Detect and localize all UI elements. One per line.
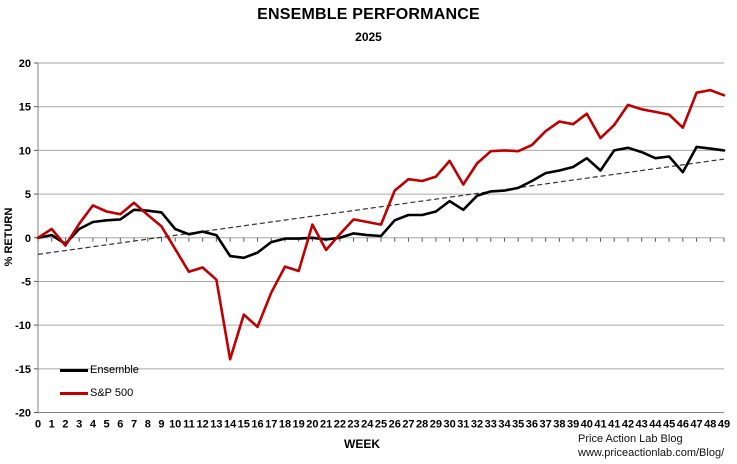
- x-tick-label: 21: [320, 419, 332, 431]
- x-tick-label: 1: [49, 419, 55, 431]
- x-tick-label: 46: [677, 419, 689, 431]
- x-tick-label: 29: [430, 419, 442, 431]
- trend-line: [37, 158, 725, 255]
- x-tick-label: 24: [361, 419, 374, 431]
- y-tick-label: -15: [15, 364, 31, 376]
- x-tick-label: 22: [334, 419, 346, 431]
- chart-title: ENSEMBLE PERFORMANCE: [257, 6, 480, 23]
- x-tick-label: 37: [540, 419, 552, 431]
- x-tick-label: 45: [663, 419, 675, 431]
- legend-label-sp500: S&P 500: [90, 387, 134, 399]
- x-tick-label: 5: [104, 419, 110, 431]
- legend: Ensemble S&P 500: [60, 362, 139, 408]
- attribution-url: www.priceactionlab.com/Blog/: [578, 447, 725, 459]
- attribution-blog-name: Price Action Lab Blog: [578, 433, 683, 445]
- legend-item-sp500: S&P 500: [60, 385, 139, 401]
- ensemble-series-line: [36, 145, 726, 260]
- x-tick-label: 30: [443, 419, 455, 431]
- x-tick-label: 33: [485, 419, 497, 431]
- y-tick-label: 5: [25, 189, 31, 201]
- x-tick-label: 17: [265, 419, 277, 431]
- x-tick-label: 48: [704, 419, 716, 431]
- x-tick-label: 18: [279, 419, 291, 431]
- x-tick-label: 25: [375, 419, 387, 431]
- x-tick-label: 44: [649, 419, 662, 431]
- x-tick-label: 8: [145, 419, 151, 431]
- x-tick-label: 9: [158, 419, 164, 431]
- x-tick-label: 36: [526, 419, 538, 431]
- x-tick-label: 23: [347, 419, 359, 431]
- x-tick-label: 28: [416, 419, 428, 431]
- x-tick-label: 6: [117, 419, 123, 431]
- legend-item-ensemble: Ensemble: [60, 362, 139, 378]
- x-tick-label: 47: [690, 419, 702, 431]
- sp500-series-line: [36, 88, 726, 361]
- x-tick-label: 41: [608, 419, 620, 431]
- x-tick-label: 35: [512, 419, 524, 431]
- chart-subtitle: 2025: [355, 30, 382, 44]
- x-tick-label: 4: [90, 419, 97, 431]
- x-tick-label: 7: [131, 419, 137, 431]
- x-tick-label: 3: [76, 419, 82, 431]
- x-tick-label: 16: [251, 419, 263, 431]
- x-tick-label: 11: [183, 419, 195, 431]
- legend-label-ensemble: Ensemble: [90, 364, 139, 376]
- ensemble-line-swatch: [60, 368, 88, 372]
- y-axis-title: % RETURN: [3, 207, 15, 267]
- x-tick-label: 26: [389, 419, 401, 431]
- x-tick-label: 40: [581, 419, 593, 431]
- attribution: Price Action Lab Blog www.priceactionlab…: [578, 432, 724, 460]
- x-tick-label: 19: [293, 419, 305, 431]
- y-tick-label: 10: [19, 145, 31, 157]
- x-tick-label: 14: [224, 419, 237, 431]
- y-tick-label: -20: [15, 408, 31, 420]
- x-tick-label: 13: [210, 419, 222, 431]
- x-tick-label: 0: [35, 419, 41, 431]
- x-tick-label: 43: [636, 419, 648, 431]
- sp500-line-swatch: [60, 391, 88, 395]
- x-tick-label: 41: [594, 419, 606, 431]
- x-tick-label: 27: [402, 419, 414, 431]
- x-tick-label: 31: [457, 419, 469, 431]
- y-tick-label: -10: [15, 320, 31, 332]
- y-tick-label: 0: [25, 233, 31, 245]
- y-tick-label: 15: [19, 102, 31, 114]
- x-tick-label: 49: [718, 419, 730, 431]
- x-tick-label: 39: [567, 419, 579, 431]
- x-axis-title: WEEK: [344, 437, 380, 451]
- y-tick-label: -5: [21, 276, 31, 288]
- x-tick-label: 20: [306, 419, 318, 431]
- x-tick-label: 38: [553, 419, 565, 431]
- x-tick-label: 15: [238, 419, 250, 431]
- y-tick-label: 20: [19, 58, 31, 70]
- x-tick-label: 10: [169, 419, 181, 431]
- x-tick-label: 32: [471, 419, 483, 431]
- x-tick-label: 2: [62, 419, 68, 431]
- x-tick-label: 12: [197, 419, 209, 431]
- x-tick-label: 34: [498, 419, 511, 431]
- x-tick-label: 42: [622, 419, 634, 431]
